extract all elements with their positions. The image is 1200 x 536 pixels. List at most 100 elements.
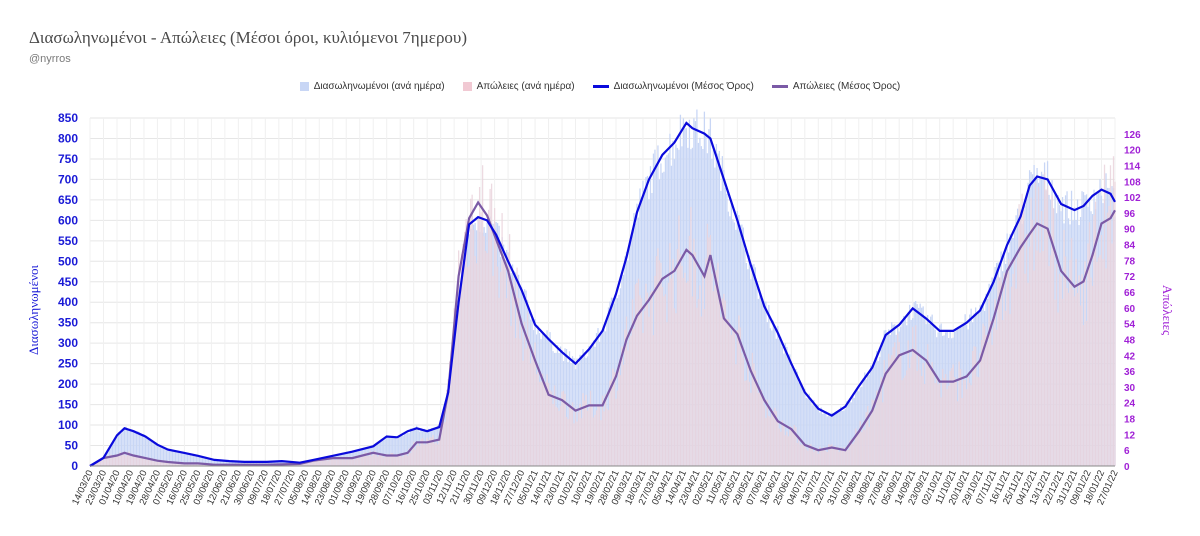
intubated-daily-bar [131, 431, 133, 466]
intubated-daily-bar [802, 390, 804, 466]
legend-item-deaths-daily[interactable]: Απώλειες (ανά ημέρα) [462, 81, 575, 92]
deaths-daily-bar [180, 462, 183, 466]
deaths-daily-bar [104, 456, 106, 466]
deaths-daily-bar [174, 461, 177, 466]
intubated-daily-bar [838, 409, 840, 466]
deaths-daily-bar [386, 453, 388, 466]
deaths-daily-bar [1085, 320, 1088, 466]
deaths-daily-bar [516, 267, 518, 466]
deaths-daily-bar [122, 453, 124, 466]
intubated-daily-bar [787, 355, 789, 466]
deaths-daily-bar [435, 442, 437, 466]
deaths-daily-bar [998, 280, 1001, 466]
deaths-daily-bar [372, 454, 374, 466]
deaths-daily-bar [1066, 288, 1068, 466]
deaths-daily-bar [705, 258, 707, 466]
intubated-daily-bar [820, 407, 822, 466]
deaths-daily-bar [452, 349, 454, 466]
deaths-daily-bar [183, 463, 186, 466]
deaths-daily-bar [628, 339, 631, 466]
intubated-daily-bar [146, 437, 148, 466]
intubated-daily-bar [161, 445, 163, 466]
legend-item-intubated-avg[interactable]: Διασωληνωμένοι (Μέσος Όρος) [592, 81, 754, 92]
deaths-daily-bar [969, 382, 971, 466]
intubated-daily-bar [760, 296, 762, 466]
deaths-daily-bar [741, 353, 743, 466]
intubated-daily-bar [218, 460, 220, 466]
intubated-daily-bar [730, 202, 733, 466]
deaths-daily-bar [859, 421, 861, 466]
deaths-daily-bar [1030, 197, 1032, 466]
deaths-daily-bar [396, 454, 398, 466]
deaths-daily-bar [958, 361, 960, 466]
intubated-daily-bar [847, 399, 849, 466]
left-tick-label: 400 [58, 295, 78, 309]
intubated-daily-bar [125, 426, 127, 466]
deaths-daily-bar [514, 337, 517, 466]
intubated-daily-bar [405, 433, 407, 466]
intubated-daily-bar [186, 454, 189, 466]
intubated-daily-bar [209, 458, 211, 466]
deaths-daily-bar [138, 456, 141, 466]
deaths-daily-bar [544, 382, 547, 466]
deaths-daily-bar [661, 287, 664, 466]
deaths-daily-bar [1048, 266, 1050, 466]
legend-item-intubated-daily[interactable]: Διασωληνωμένοι (ανά ημέρα) [299, 81, 445, 92]
deaths-daily-bar [492, 275, 494, 466]
deaths-daily-bar [342, 456, 344, 466]
deaths-daily-bar [835, 448, 837, 466]
deaths-daily-bar [413, 441, 415, 466]
legend-item-deaths-avg[interactable]: Απώλειες (Μέσος Όρος) [771, 81, 900, 92]
deaths-daily-bar [592, 417, 595, 466]
deaths-daily-bar [333, 459, 335, 466]
deaths-daily-bar [177, 462, 180, 466]
deaths-daily-bar [471, 194, 473, 466]
intubated-daily-bar [173, 450, 175, 466]
intubated-daily-bar [756, 282, 758, 466]
intubated-daily-bar [759, 293, 761, 466]
deaths-daily-bar [371, 456, 373, 466]
deaths-daily-bar [317, 461, 319, 466]
deaths-daily-bar [345, 459, 347, 466]
intubated-daily-bar [123, 428, 126, 466]
deaths-daily-bar [186, 463, 189, 466]
deaths-daily-bar [450, 355, 452, 466]
deaths-daily-bar [350, 459, 352, 466]
deaths-daily-bar [348, 457, 350, 466]
deaths-daily-bar [404, 454, 406, 466]
left-tick-label: 350 [58, 316, 78, 330]
deaths-daily-bar [765, 417, 767, 466]
deaths-daily-bar [147, 459, 150, 466]
intubated-daily-bar [402, 435, 404, 466]
deaths-daily-bar [309, 460, 311, 466]
deaths-daily-bar [637, 278, 640, 466]
right-tick-label: 48 [1124, 335, 1136, 346]
intubated-daily-bar [793, 371, 795, 466]
deaths-daily-bar [561, 391, 563, 466]
deaths-daily-bar [360, 455, 362, 466]
deaths-daily-bar [143, 458, 145, 466]
deaths-daily-bar [507, 253, 509, 466]
deaths-daily-bar [940, 397, 942, 466]
intubated-daily-bar [153, 443, 156, 466]
deaths-daily-bar [885, 373, 887, 466]
intubated-daily-bar [864, 372, 866, 466]
intubated-daily-bar [185, 453, 187, 466]
deaths-daily-bar [1084, 261, 1086, 466]
intubated-daily-bar [615, 294, 617, 466]
deaths-daily-bar [1100, 235, 1103, 466]
left-tick-label: 50 [65, 439, 79, 453]
deaths-daily-bar [1072, 289, 1074, 466]
deaths-daily-bar [1039, 252, 1041, 466]
deaths-daily-bar [1028, 246, 1031, 466]
deaths-daily-bar [128, 451, 130, 466]
deaths-daily-bar [904, 375, 906, 466]
deaths-daily-bar [380, 455, 382, 466]
deaths-daily-bar [871, 399, 873, 466]
deaths-daily-bar [679, 254, 682, 466]
deaths-daily-bar [727, 319, 730, 466]
deaths-daily-bar [504, 259, 506, 466]
right-axis-ticks: 0 6 12 18 24 30 36 42 48 54 60 66 72 78 84 90 96 102 108 11… [1124, 130, 1141, 473]
deaths-daily-bar [721, 298, 724, 466]
deaths-daily-bar [351, 457, 353, 466]
